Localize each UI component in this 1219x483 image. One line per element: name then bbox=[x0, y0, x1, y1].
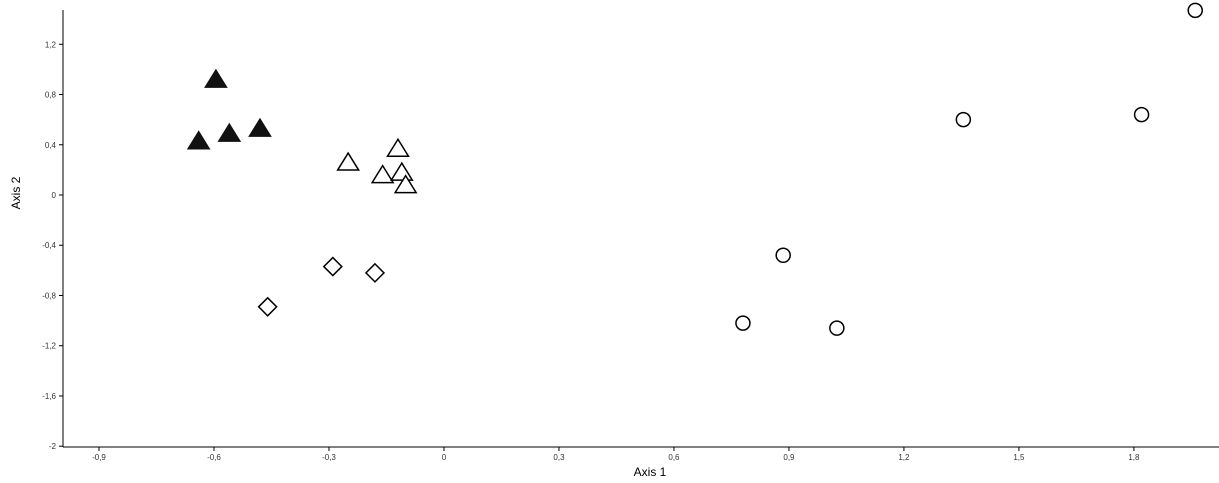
open-diamond-point bbox=[364, 262, 386, 283]
x-tick-label: 0,3 bbox=[553, 453, 565, 462]
x-axis-ticks: -0,9 -0,6 -0,3 0 0,3 0,6 0,9 1,2 1,5 1,8 bbox=[92, 447, 1140, 462]
y-tick-label: -1,2 bbox=[42, 342, 56, 351]
open-circle-point bbox=[1133, 106, 1150, 123]
x-tick-label: 0,6 bbox=[668, 453, 680, 462]
x-tick-label: -0,6 bbox=[207, 453, 221, 462]
y-tick-label: -0,8 bbox=[42, 291, 56, 300]
y-tick-label: 0 bbox=[52, 191, 57, 200]
open-diamond-point bbox=[257, 296, 278, 317]
open-triangle-point bbox=[386, 137, 410, 157]
x-axis-title: Axis 1 bbox=[634, 465, 667, 479]
x-tick-label: 1,2 bbox=[898, 453, 910, 462]
x-tick-label: 1,5 bbox=[1013, 453, 1025, 462]
open-circle-point bbox=[775, 247, 791, 264]
data-points bbox=[186, 2, 1203, 336]
open-triangle-point bbox=[336, 151, 360, 171]
x-tick-label: -0,3 bbox=[322, 453, 336, 462]
y-axis-ticks: -2 -1,6 -1,2 -0,8 -0,4 0 0,4 0,8 1,2 bbox=[42, 40, 63, 451]
x-tick-label: 0 bbox=[442, 453, 447, 462]
open-circle-point bbox=[735, 315, 751, 331]
y-tick-label: 1,2 bbox=[45, 40, 57, 49]
filled-triangle-point bbox=[217, 122, 242, 142]
y-tick-label: -2 bbox=[49, 442, 57, 451]
x-tick-label: 0,9 bbox=[783, 453, 795, 462]
open-diamond-point bbox=[322, 256, 343, 277]
x-tick-label: 1,8 bbox=[1128, 453, 1140, 462]
open-circle-point bbox=[829, 320, 845, 336]
open-triangle-point bbox=[393, 174, 418, 194]
open-triangle-point bbox=[370, 164, 395, 184]
y-tick-label: 0,4 bbox=[45, 141, 57, 150]
open-triangle-point bbox=[389, 161, 414, 181]
x-tick-label: -0,9 bbox=[92, 453, 106, 462]
y-tick-label: -0,4 bbox=[42, 241, 56, 250]
filled-triangle-point bbox=[204, 68, 228, 88]
open-circle-point bbox=[1187, 2, 1203, 19]
y-axis-title: Axis 2 bbox=[9, 176, 23, 209]
y-tick-label: -1,6 bbox=[42, 392, 56, 401]
filled-triangle-point bbox=[248, 117, 272, 137]
filled-triangle-point bbox=[186, 130, 211, 150]
y-tick-label: 0,8 bbox=[45, 91, 57, 100]
open-circle-point bbox=[955, 111, 972, 128]
